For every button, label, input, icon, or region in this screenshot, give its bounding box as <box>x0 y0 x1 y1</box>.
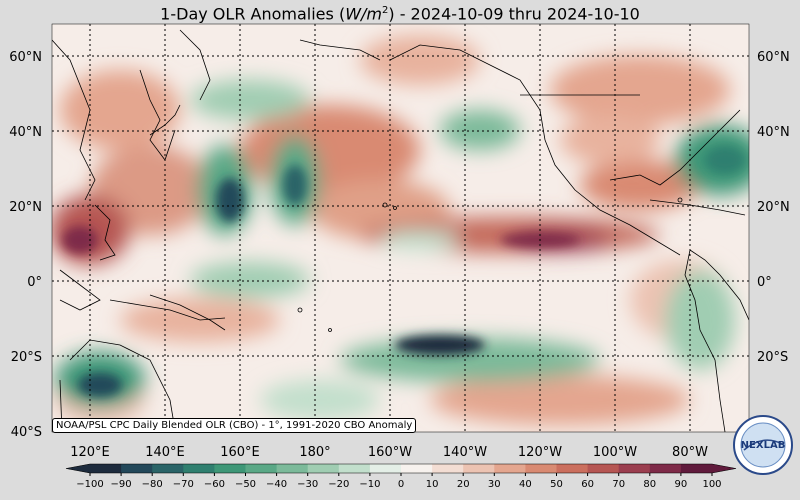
lat-label-left-20s: 20°S <box>11 350 42 365</box>
lon-label-100w: 100°W <box>593 445 637 460</box>
lat-label-left-eq: 0° <box>27 275 42 290</box>
lon-label-120e: 120°E <box>70 445 110 460</box>
colorbar: −100 −90 −80 −70 −60 −50 −40 −30 −20 −10 0 10 20 30 40… <box>65 463 737 490</box>
lat-label-right-eq: 0° <box>757 275 772 290</box>
colorbar-tick-label: −90 <box>111 479 132 490</box>
colorbar-tick-label: −100 <box>76 479 103 490</box>
colorbar-segment <box>183 464 215 473</box>
colorbar-segment <box>338 464 371 473</box>
colorbar-tick-label: −30 <box>297 479 318 490</box>
colorbar-tick-label: −60 <box>204 479 225 490</box>
logo-text: NEXLAB <box>741 440 786 451</box>
colorbar-tick-label: 0 <box>398 479 404 490</box>
colorbar-segment <box>307 464 340 473</box>
colorbar-tick-label: 20 <box>457 479 470 490</box>
colorbar-tick-label: 10 <box>426 479 439 490</box>
colorbar-tick-label: 50 <box>550 479 563 490</box>
colorbar-segment <box>401 464 433 473</box>
colorbar-tick-label: 30 <box>488 479 501 490</box>
colorbar-extend-low <box>66 464 90 473</box>
lon-label-120w: 120°W <box>518 445 562 460</box>
lon-label-180: 180° <box>299 445 330 460</box>
lon-label-160w: 160°W <box>368 445 412 460</box>
colorbar-segment <box>152 464 184 473</box>
lat-label-left-40n: 40°N <box>9 125 42 140</box>
colorbar-segment <box>587 464 620 473</box>
colorbar-tick-label: 80 <box>643 479 656 490</box>
colorbar-tick-label: −80 <box>142 479 163 490</box>
colorbar-segment <box>245 464 278 473</box>
data-credit: NOAA/PSL CPC Daily Blended OLR (CBO) - 1… <box>52 418 417 433</box>
colorbar-tick-label: 40 <box>519 479 532 490</box>
lat-label-right-40n: 40°N <box>757 125 790 140</box>
lon-label-160e: 160°E <box>220 445 260 460</box>
colorbar-extend-high <box>712 464 736 473</box>
lat-label-right-60n: 60°N <box>757 50 790 65</box>
lat-label-left-60n: 60°N <box>9 50 42 65</box>
colorbar-tick-label: 60 <box>581 479 594 490</box>
colorbar-segment <box>121 464 153 473</box>
lon-label-140e: 140°E <box>145 445 185 460</box>
lat-label-right-20n: 20°N <box>757 200 790 215</box>
colorbar-segment <box>90 464 122 473</box>
colorbar-segment <box>463 464 495 473</box>
colorbar-segment <box>494 464 526 473</box>
colorbar-segment <box>525 464 557 473</box>
colorbar-tick-label: 90 <box>675 479 688 490</box>
colorbar-tick-label: −20 <box>328 479 349 490</box>
colorbar-segment <box>276 464 309 473</box>
map-title: 1-Day OLR Anomalies (W/m2) - 2024-10-09 … <box>160 4 640 24</box>
colorbar-segment <box>649 464 682 473</box>
colorbar-segment <box>369 464 402 473</box>
colorbar-tick-label: −50 <box>235 479 256 490</box>
graticule <box>52 24 749 432</box>
colorbar-segment <box>214 464 246 473</box>
lon-label-80w: 80°W <box>672 445 708 460</box>
colorbar-segment <box>680 464 713 473</box>
colorbar-segment <box>618 464 651 473</box>
anomaly-field <box>52 24 749 432</box>
colorbar-tick-label: 70 <box>612 479 625 490</box>
lon-label-140w: 140°W <box>443 445 487 460</box>
colorbar-segment <box>432 464 464 473</box>
colorbar-tick-label: −40 <box>266 479 287 490</box>
coastlines <box>52 29 749 432</box>
lat-label-right-20s: 20°S <box>757 350 788 365</box>
colorbar-tick-label: 100 <box>702 479 721 490</box>
lat-label-left-40s: 40°S <box>11 425 42 440</box>
nexlab-logo: NEXLAB <box>733 415 793 475</box>
colorbar-segment <box>556 464 589 473</box>
colorbar-tick-label: −70 <box>173 479 194 490</box>
colorbar-tick-label: −10 <box>359 479 380 490</box>
lat-label-left-20n: 20°N <box>9 200 42 215</box>
